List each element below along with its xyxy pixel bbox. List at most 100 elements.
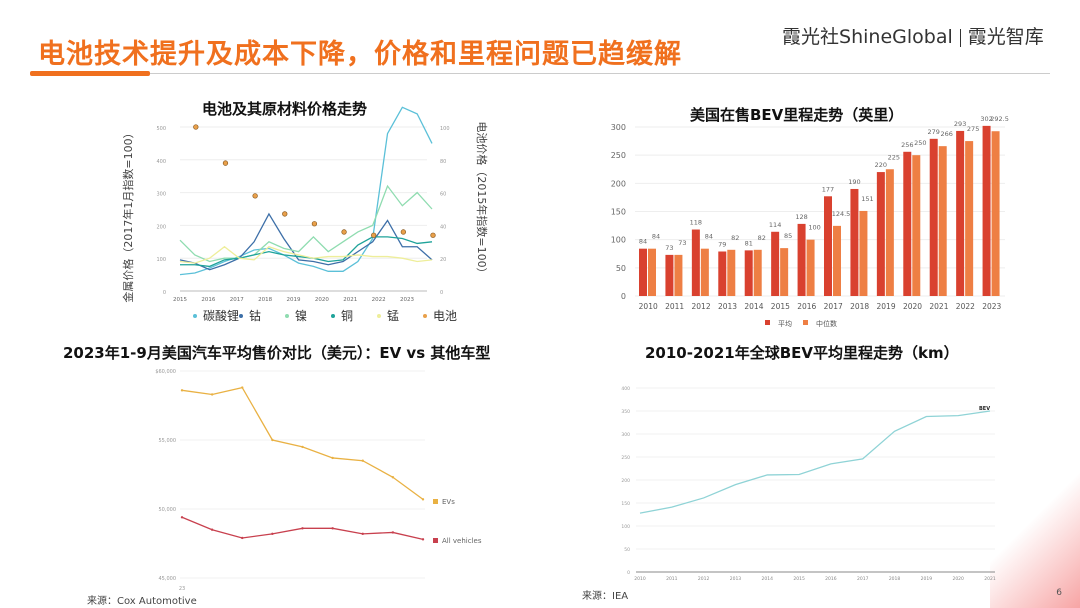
x-tick-label: 2011 (665, 302, 684, 311)
y-tick-label: 50 (616, 264, 626, 273)
y2-tick-label: 20 (440, 257, 446, 263)
legend-marker (331, 314, 335, 318)
y2-tick-label: 80 (440, 159, 446, 165)
y-tick-label: 200 (611, 179, 626, 188)
x-tick-label: 2018 (850, 302, 869, 311)
page-number: 6 (1056, 588, 1062, 598)
bar-average (797, 223, 806, 296)
bar-median (859, 210, 868, 296)
data-label: 81 (745, 239, 753, 247)
data-point (391, 531, 395, 534)
data-label: 114 (769, 221, 781, 229)
legend-marker (433, 499, 438, 504)
x-tick-label: 2015 (771, 302, 790, 311)
y-tick-label: 500 (156, 126, 166, 132)
legend-marker (285, 314, 289, 318)
series-line-铜 (180, 236, 433, 268)
y-tick-label: 350 (621, 409, 630, 415)
y-tick-label: 250 (611, 151, 626, 160)
data-label: 84 (705, 233, 713, 241)
x-tick-label: 2022 (956, 302, 975, 311)
source-iea: 来源：IEA (582, 591, 629, 602)
bar-median (648, 248, 656, 296)
y-tick-label: 50,000 (159, 507, 177, 513)
series-line-EVs (181, 386, 424, 500)
data-label: 190 (848, 178, 860, 186)
y-tick-label: 100 (611, 236, 626, 245)
data-point (361, 459, 364, 462)
y2-tick-label: 100 (440, 126, 450, 132)
data-label: 275 (967, 125, 979, 133)
bar-median (753, 249, 762, 296)
bar-median (727, 249, 736, 296)
x-tick-label: 2014 (744, 302, 763, 311)
legend-marker (765, 320, 770, 325)
legend-label: 铜 (341, 308, 353, 323)
x-tick-label: 2016 (825, 576, 837, 582)
x-tick-label: 2021 (984, 576, 996, 582)
y2-tick-label: 40 (440, 224, 446, 230)
bar-median (833, 225, 841, 296)
y-tick-label: 400 (156, 159, 166, 165)
bar-median (965, 141, 974, 296)
x-tick-label: 2019 (287, 297, 301, 303)
legend-marker (433, 538, 438, 543)
title-divider (150, 73, 1050, 74)
y2-tick-label: 0 (440, 290, 443, 296)
series-line-bev (639, 410, 991, 514)
data-label: 79 (718, 240, 726, 248)
chart4-title: 2010-2021年全球BEV平均里程走势（km） (645, 344, 959, 362)
bar-average (824, 196, 832, 296)
data-label: 266 (941, 130, 953, 138)
data-label: 151 (861, 195, 873, 203)
data-label: 128 (795, 213, 807, 221)
corner-decoration (990, 470, 1080, 608)
x-tick-label: 2011 (666, 576, 678, 582)
bar-average (639, 248, 647, 296)
x-tick-label: 2013 (718, 302, 737, 311)
y-tick-label: 0 (621, 292, 626, 301)
data-point (241, 386, 244, 389)
data-label: 279 (928, 128, 940, 136)
battery-price-dot (222, 160, 229, 166)
x-tick-label: 2020 (903, 302, 922, 311)
y-tick-label: 200 (156, 224, 166, 230)
x-tick-label: 2016 (797, 302, 816, 311)
data-label: 293 (954, 120, 966, 128)
y-tick-label: 0 (163, 290, 166, 296)
data-label: 256 (901, 141, 913, 149)
data-point (301, 445, 304, 449)
data-point (421, 498, 425, 501)
bar-average (982, 125, 991, 296)
data-label: 124.5 (832, 210, 851, 218)
x-tick-label: 2020 (952, 576, 964, 582)
data-label: 85 (784, 232, 792, 240)
data-label: 84 (639, 238, 647, 246)
x-tick-label: 2022 (372, 297, 386, 303)
logo-cn: 霞光社 (782, 26, 840, 48)
y-tick-label: 400 (621, 386, 630, 392)
data-point (391, 476, 395, 479)
x-tick-label: 2020 (315, 297, 329, 303)
y-axis-label: 金属价格（2017年1月指数=100） (121, 127, 135, 302)
bar-median (780, 248, 789, 296)
x-tick-label: 2010 (634, 576, 646, 582)
battery-price-dot (282, 211, 288, 217)
data-point (271, 438, 274, 442)
data-point (180, 516, 184, 519)
legend-label: 镍 (295, 309, 307, 323)
y-tick-label: 300 (156, 192, 166, 198)
bar-average (718, 251, 727, 296)
x-tick-label: 2021 (929, 302, 948, 311)
legend-marker (239, 314, 243, 318)
data-label: 177 (822, 185, 834, 193)
data-label: 118 (690, 219, 702, 227)
y-tick-label: 50 (624, 547, 630, 553)
legend-marker (423, 314, 427, 318)
y-tick-label: 55,000 (159, 438, 177, 444)
x-tick-label: 2017 (857, 576, 869, 582)
x-tick-label: 2018 (889, 576, 901, 582)
bar-average (771, 231, 780, 296)
bar-average (956, 130, 965, 296)
